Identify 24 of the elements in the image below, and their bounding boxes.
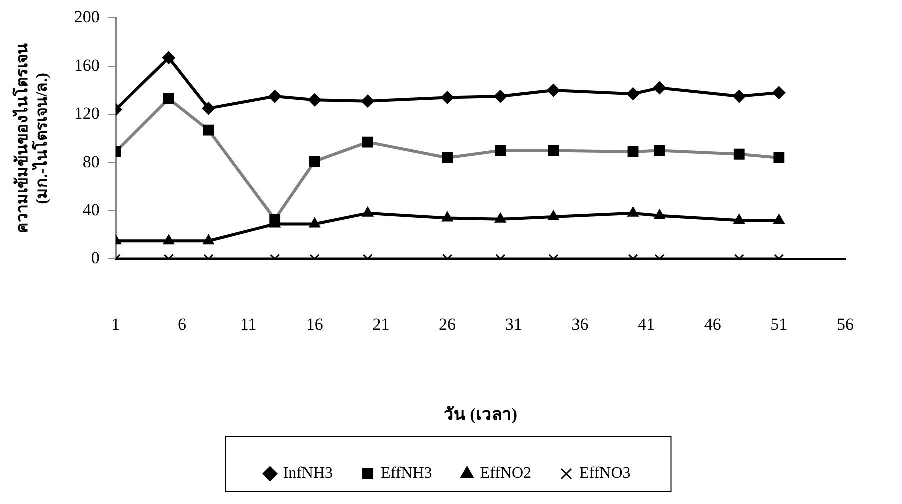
- x-tick-label: 46: [704, 314, 722, 334]
- x-tick-label: 6: [178, 314, 186, 334]
- x-tick-label: 1: [112, 314, 120, 334]
- x-tick-label: 56: [837, 314, 854, 334]
- x-tick-label: 41: [638, 314, 656, 334]
- y-tick-label: 160: [74, 56, 100, 75]
- y-tick-label: 120: [74, 104, 100, 124]
- x-tick-label: 36: [572, 314, 589, 334]
- legend-label: EffNO3: [580, 465, 631, 482]
- legend-label: InfNH3: [283, 465, 334, 482]
- y-tick-label: 200: [74, 8, 100, 27]
- legend-label: EffNH3: [381, 465, 432, 482]
- y-tick-label: 40: [82, 200, 100, 220]
- x-tick-label: 21: [372, 314, 390, 334]
- x-tick-label: 51: [770, 314, 788, 334]
- x-tick-label: 26: [439, 314, 456, 334]
- legend-label: EffNO2: [480, 465, 532, 482]
- x-tick-label: 16: [306, 314, 324, 334]
- x-tick-label: 11: [240, 314, 257, 334]
- y-tick-label: 80: [82, 152, 100, 172]
- x-tick-label: 31: [505, 314, 522, 334]
- x-axis-title: วัน (เวลา): [444, 405, 518, 424]
- y-axis-title: ความเข้มข้นของไนโตรเจน (มก.-ไนโตรเจน/ล.): [12, 44, 51, 234]
- y-tick-label: 0: [91, 248, 100, 268]
